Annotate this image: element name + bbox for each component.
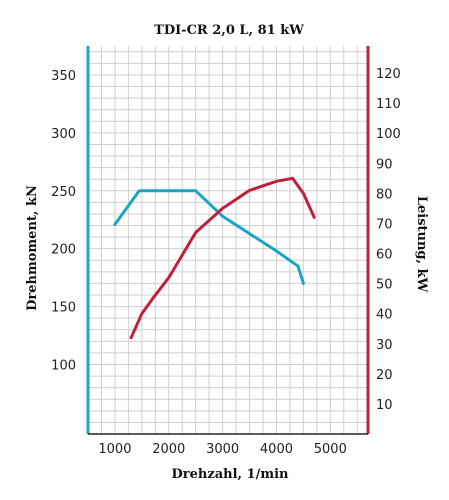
y-axis-right-label: Leistung, kW [414,196,429,293]
y-right-tick-label: 60 [376,248,393,263]
x-tick-label: 1000 [98,442,131,457]
y-left-tick-label: 100 [51,359,76,374]
x-tick-label: 5000 [314,442,347,457]
tick-labels: 1000 2000 3000 4000 5000 100 150 200 250 300 350 10… [51,67,401,457]
y-right-tick-label: 30 [376,338,393,353]
x-axis-label: Drehzahl, 1/min [171,467,289,482]
torque-curve [113,189,305,285]
y-right-tick-label: 110 [376,97,401,112]
x-tick-label: 3000 [206,442,239,457]
y-right-tick-label: 90 [376,157,393,172]
y-right-tick-label: 20 [376,368,393,383]
axes-layer [86,46,370,435]
y-axis-left-label: Drehmoment, kN [25,185,40,311]
y-right-tick-label: 80 [376,187,393,202]
y-right-tick-label: 40 [376,308,393,323]
y-left-tick-label: 200 [51,243,76,258]
y-left-tick-label: 350 [51,69,76,84]
chart-title: TDI-CR 2,0 L, 81 kW [154,23,304,38]
y-right-tick-label: 50 [376,278,393,293]
x-tick-label: 4000 [260,442,293,457]
y-left-tick-label: 250 [51,185,76,200]
grid [88,46,368,434]
y-right-tick-label: 70 [376,217,393,232]
power-curve [129,176,316,340]
series-layer [113,176,316,340]
x-tick-label: 2000 [152,442,185,457]
y-right-tick-label: 120 [376,67,401,82]
y-left-tick-label: 300 [51,127,76,142]
y-left-tick-label: 150 [51,301,76,316]
y-right-tick-label: 100 [376,127,401,142]
y-right-tick-label: 10 [376,398,393,413]
